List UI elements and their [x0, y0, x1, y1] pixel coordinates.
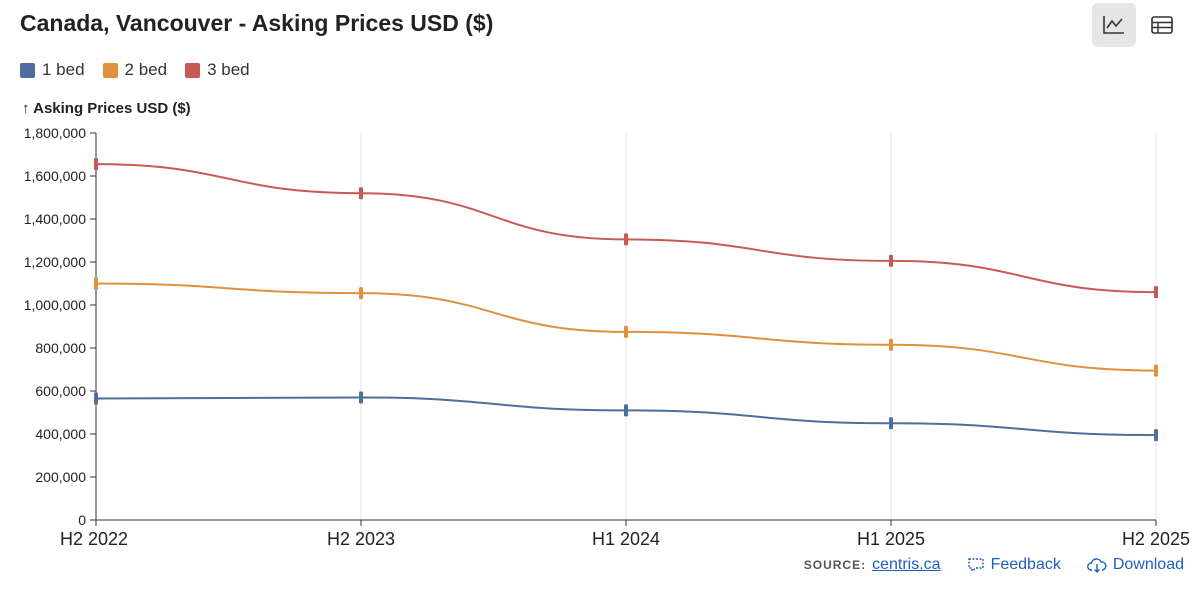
y-axis-label: ↑ Asking Prices USD ($) [22, 100, 191, 117]
legend-label: 3 bed [207, 60, 250, 79]
y-tick-label: 1,400,000 [24, 211, 86, 227]
table-view-button[interactable] [1140, 3, 1184, 47]
x-tick-label: H1 2024 [592, 529, 660, 549]
line-chart-icon [1103, 16, 1124, 34]
y-tick-label: 1,200,000 [24, 254, 86, 270]
legend-swatch [20, 62, 35, 78]
legend-label: 1 bed [42, 60, 85, 79]
download-label: Download [1112, 556, 1184, 573]
chart-title: Canada, Vancouver - Asking Prices USD ($… [20, 10, 494, 36]
data-point [359, 391, 363, 404]
legend-item-1-bed[interactable]: 1 bed [20, 60, 85, 80]
legend-item-3-bed[interactable]: 3 bed [185, 60, 250, 80]
feedback-icon [967, 558, 984, 573]
y-tick-label: 600,000 [35, 383, 86, 399]
x-tick-label: H2 2022 [60, 529, 128, 549]
data-point [624, 404, 628, 417]
feedback-button[interactable]: Feedback [967, 556, 1061, 574]
legend-swatch [185, 62, 201, 78]
data-point [359, 287, 363, 300]
x-tick-label: H2 2025 [1122, 529, 1190, 549]
data-point [624, 325, 628, 338]
data-point [1154, 286, 1158, 299]
line-chart-view-button[interactable] [1092, 3, 1136, 47]
y-tick-label: 1,000,000 [24, 297, 86, 313]
legend-item-2-bed[interactable]: 2 bed [102, 60, 168, 80]
data-point [889, 338, 893, 351]
data-point [624, 233, 628, 246]
x-tick-label: H1 2025 [857, 529, 925, 549]
data-point [889, 417, 893, 430]
chart-footer: SOURCE: centris.ca Feedback Download [804, 556, 1184, 574]
legend-label: 2 bed [124, 60, 168, 79]
y-tick-label: 400,000 [35, 426, 86, 442]
data-point [1154, 429, 1158, 442]
y-tick-label: 1,800,000 [24, 125, 86, 141]
legend: 1 bed 2 bed 3 bed [20, 60, 250, 80]
data-point [94, 392, 98, 405]
data-point [94, 277, 98, 290]
download-cloud-icon [1086, 558, 1107, 573]
y-tick-label: 0 [78, 512, 86, 528]
data-point [94, 158, 98, 171]
source: SOURCE: centris.ca [804, 556, 941, 574]
source-link[interactable]: centris.ca [872, 556, 941, 573]
table-icon [1151, 16, 1173, 34]
x-tick-label: H2 2023 [327, 529, 395, 549]
legend-swatch [102, 62, 118, 78]
source-label: SOURCE: [803, 558, 867, 572]
data-point [359, 187, 363, 200]
feedback-label: Feedback [990, 556, 1061, 573]
download-button[interactable]: Download [1086, 556, 1184, 574]
y-tick-label: 200,000 [35, 469, 86, 485]
y-tick-label: 1,600,000 [24, 168, 86, 184]
data-point [1154, 364, 1158, 377]
view-toggle [1092, 3, 1184, 47]
data-point [889, 254, 893, 267]
y-tick-label: 800,000 [35, 340, 86, 356]
